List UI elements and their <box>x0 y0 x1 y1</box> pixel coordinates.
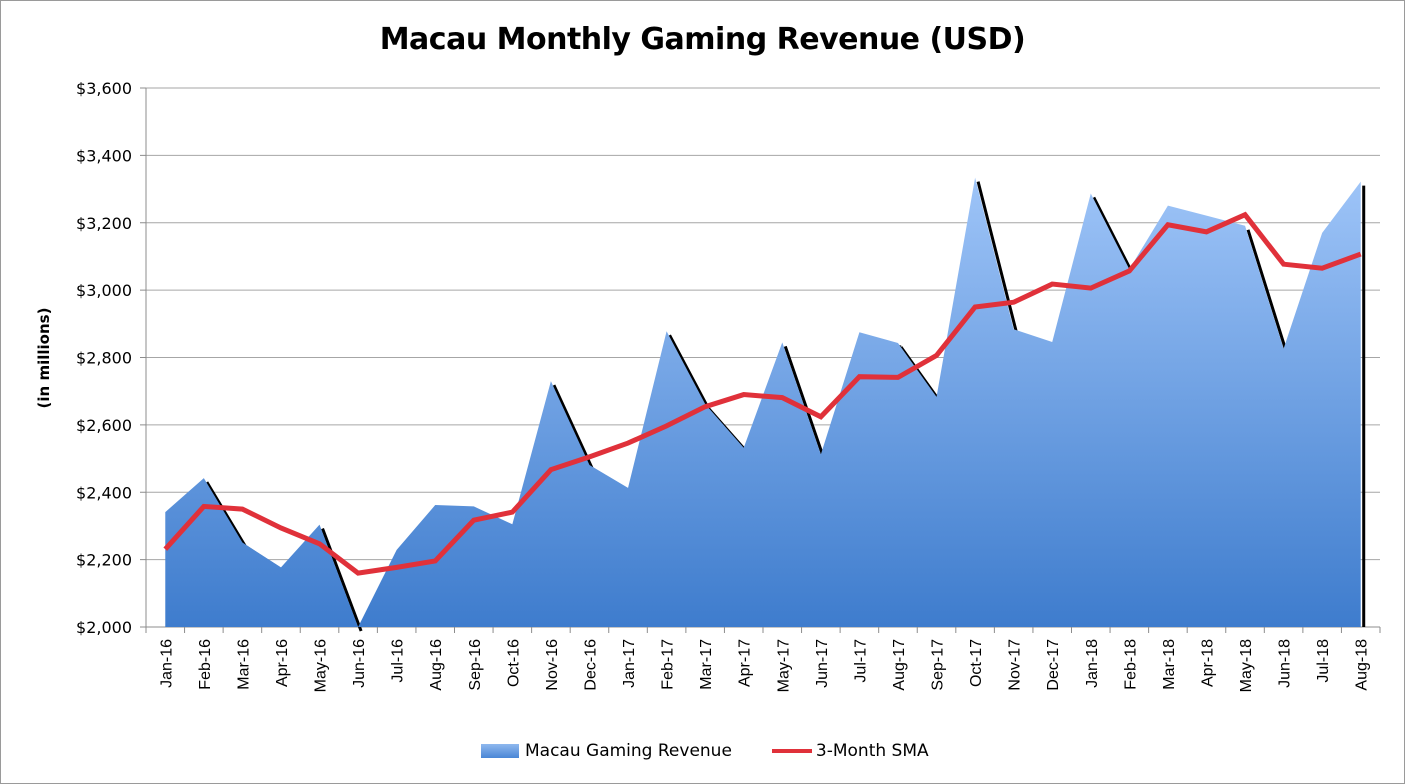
x-tick-label: Apr-18 <box>1199 639 1216 687</box>
chart-title: Macau Monthly Gaming Revenue (USD) <box>379 22 1026 57</box>
x-tick-label: Sep-17 <box>930 639 947 691</box>
x-tick-label: Jan-18 <box>1084 639 1101 688</box>
x-tick-label: Mar-17 <box>698 639 715 690</box>
y-tick-label: $3,000 <box>76 281 132 300</box>
x-tick-label: Mar-18 <box>1161 639 1178 690</box>
x-tick-label: Jan-17 <box>621 639 638 688</box>
x-tick-label: Oct-17 <box>968 639 985 687</box>
x-tick-label: May-17 <box>775 639 792 692</box>
x-tick-label: Jun-17 <box>814 639 831 688</box>
line-swatch-icon <box>771 749 812 753</box>
x-tick-label: Jul-16 <box>390 639 407 683</box>
x-tick-label: Jul-17 <box>852 639 869 683</box>
x-tick-label: Feb-16 <box>197 639 214 690</box>
x-tick-label: Sep-16 <box>467 639 484 691</box>
x-tick-label: Jan-16 <box>158 639 175 688</box>
y-tick-label: $3,400 <box>76 146 132 165</box>
sma-line <box>163 211 1362 576</box>
y-axis-label: (in millions) <box>35 308 53 409</box>
x-axis: Jan-16 Feb-16 Mar-16 Apr-16 May-16 Jun-16 Jul-… <box>145 626 1381 692</box>
y-tick-label: $2,800 <box>76 349 132 368</box>
x-tick-label: Nov-17 <box>1007 639 1024 691</box>
x-tick-label: Jun-18 <box>1277 639 1294 688</box>
x-tick-label: May-18 <box>1238 639 1255 692</box>
y-tick-label: $2,200 <box>76 551 132 570</box>
x-tick-label: Feb-17 <box>660 639 677 690</box>
x-tick-label: Feb-18 <box>1122 639 1139 690</box>
series-layer <box>163 177 1366 632</box>
x-tick-label: Aug-18 <box>1354 639 1371 691</box>
legend-label-sma: 3-Month SMA <box>815 741 929 761</box>
x-tick-label: Mar-16 <box>235 639 252 690</box>
y-tick-label: $2,600 <box>76 416 132 435</box>
revenue-area <box>165 177 1361 627</box>
x-tick-label: Dec-17 <box>1045 639 1062 691</box>
legend-label-revenue: Macau Gaming Revenue <box>525 741 732 761</box>
y-tick-label: $3,200 <box>76 214 132 233</box>
x-tick-label: Apr-16 <box>274 639 291 687</box>
legend-item-revenue: Macau Gaming Revenue <box>481 741 732 761</box>
legend: Macau Gaming Revenue 3-Month SMA <box>481 741 969 761</box>
x-tick-label: Aug-17 <box>891 639 908 691</box>
x-tick-label: Jun-16 <box>351 639 368 688</box>
x-tick-label: Dec-16 <box>582 639 599 691</box>
x-tick-label: Jul-18 <box>1315 639 1332 683</box>
legend-item-sma: 3-Month SMA <box>771 741 929 761</box>
y-tick-label: $3,600 <box>76 79 132 98</box>
y-tick-label: $2,400 <box>76 483 132 502</box>
x-tick-label: Nov-16 <box>544 639 561 691</box>
y-axis: $2,000 $2,200 $2,400 $2,600 $2,800 $3,000 $3,2… <box>76 79 147 637</box>
x-tick-label: May-16 <box>313 639 330 692</box>
area-swatch-icon <box>481 744 519 758</box>
x-tick-label: Apr-17 <box>737 639 754 687</box>
x-tick-label: Oct-16 <box>505 639 522 687</box>
y-tick-label: $2,000 <box>76 618 132 637</box>
x-tick-label: Aug-16 <box>428 639 445 691</box>
